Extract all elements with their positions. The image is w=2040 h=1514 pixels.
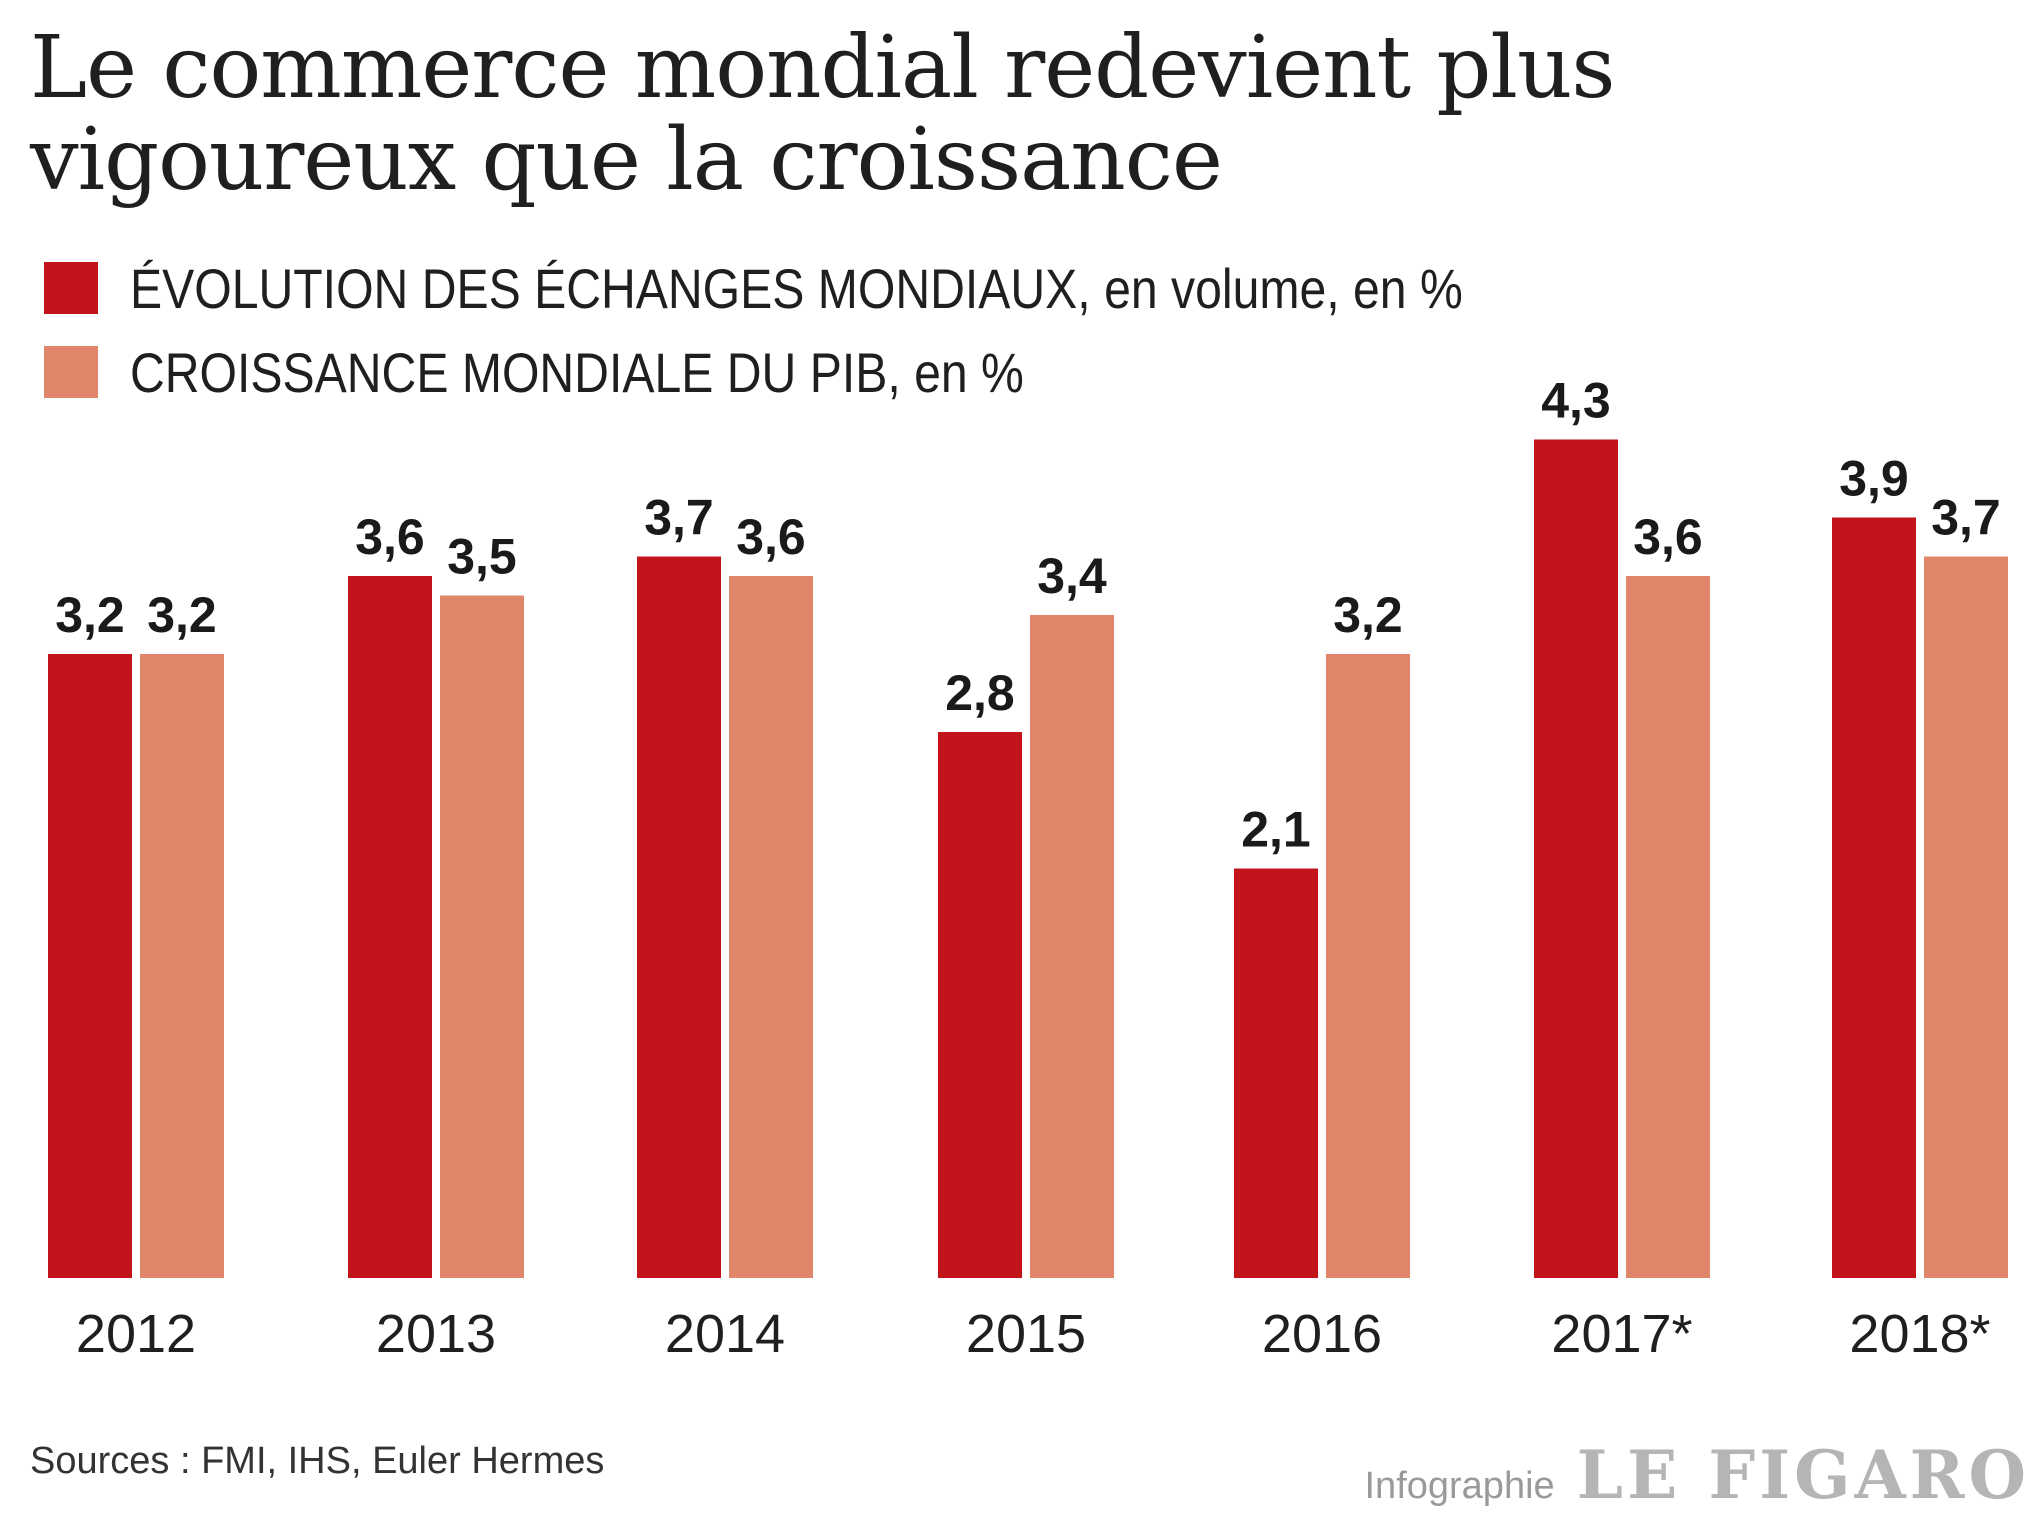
x-tick-label-2015: 2015 [966, 1304, 1086, 1364]
data-label-gdp-2018: 3,7 [1931, 490, 2001, 546]
credit: Infographie LE FIGARO [1365, 1436, 2031, 1514]
data-label-gdp-2013: 3,5 [447, 529, 517, 585]
bar-gdp-2012 [140, 654, 224, 1278]
x-tick-label-2018: 2018* [1849, 1304, 1990, 1364]
bar-gdp-2015 [1030, 615, 1114, 1278]
data-label-trade-2017: 4,3 [1541, 373, 1611, 429]
data-label-trade-2013: 3,6 [355, 509, 425, 565]
data-label-gdp-2015: 3,4 [1037, 548, 1107, 604]
legend-label-gdp: CROISSANCE MONDIALE DU PIB, en % [130, 340, 1024, 404]
bar-trade-2012 [48, 654, 132, 1278]
data-label-gdp-2012: 3,2 [147, 587, 217, 643]
x-tick-label-2017: 2017* [1551, 1304, 1692, 1364]
legend-swatch-trade [44, 262, 98, 314]
x-tick-label-2012: 2012 [76, 1304, 196, 1364]
legend-label-trade: ÉVOLUTION DES ÉCHANGES MONDIAUX, en volu… [130, 256, 1463, 320]
data-label-gdp-2016: 3,2 [1333, 587, 1403, 643]
bar-gdp-2018 [1924, 556, 2008, 1278]
data-label-trade-2016: 2,1 [1241, 802, 1311, 858]
x-tick-label-2016: 2016 [1262, 1304, 1382, 1364]
data-label-gdp-2014: 3,6 [736, 509, 806, 565]
x-tick-label-2013: 2013 [376, 1304, 496, 1364]
data-label-trade-2014: 3,7 [644, 490, 714, 546]
bar-trade-2015 [938, 732, 1022, 1278]
data-label-trade-2015: 2,8 [945, 665, 1015, 721]
legend-item-gdp: CROISSANCE MONDIALE DU PIB, en % [44, 330, 1680, 414]
x-tick-label-2014: 2014 [665, 1304, 785, 1364]
bar-gdp-2014 [729, 576, 813, 1278]
data-label-gdp-2017: 3,6 [1633, 509, 1703, 565]
bar-gdp-2017 [1626, 576, 1710, 1278]
credit-prefix: Infographie [1364, 1465, 1555, 1507]
legend-swatch-gdp [44, 346, 98, 398]
bar-trade-2013 [348, 576, 432, 1278]
bar-trade-2016 [1234, 868, 1318, 1278]
bar-gdp-2013 [440, 595, 524, 1278]
chart-title: Le commerce mondial redevient plus vigou… [30, 18, 1615, 210]
bar-trade-2018 [1832, 517, 1916, 1278]
source-note: Sources : FMI, IHS, Euler Hermes [30, 1440, 605, 1482]
bar-trade-2017 [1534, 439, 1618, 1278]
figaro-logo: LE FIGARO [1576, 1436, 2030, 1514]
bar-trade-2014 [637, 556, 721, 1278]
data-label-trade-2018: 3,9 [1839, 451, 1909, 507]
bar-gdp-2016 [1326, 654, 1410, 1278]
legend-item-trade: ÉVOLUTION DES ÉCHANGES MONDIAUX, en volu… [44, 246, 1680, 330]
data-label-trade-2012: 3,2 [55, 587, 125, 643]
legend: ÉVOLUTION DES ÉCHANGES MONDIAUX, en volu… [44, 246, 1680, 414]
